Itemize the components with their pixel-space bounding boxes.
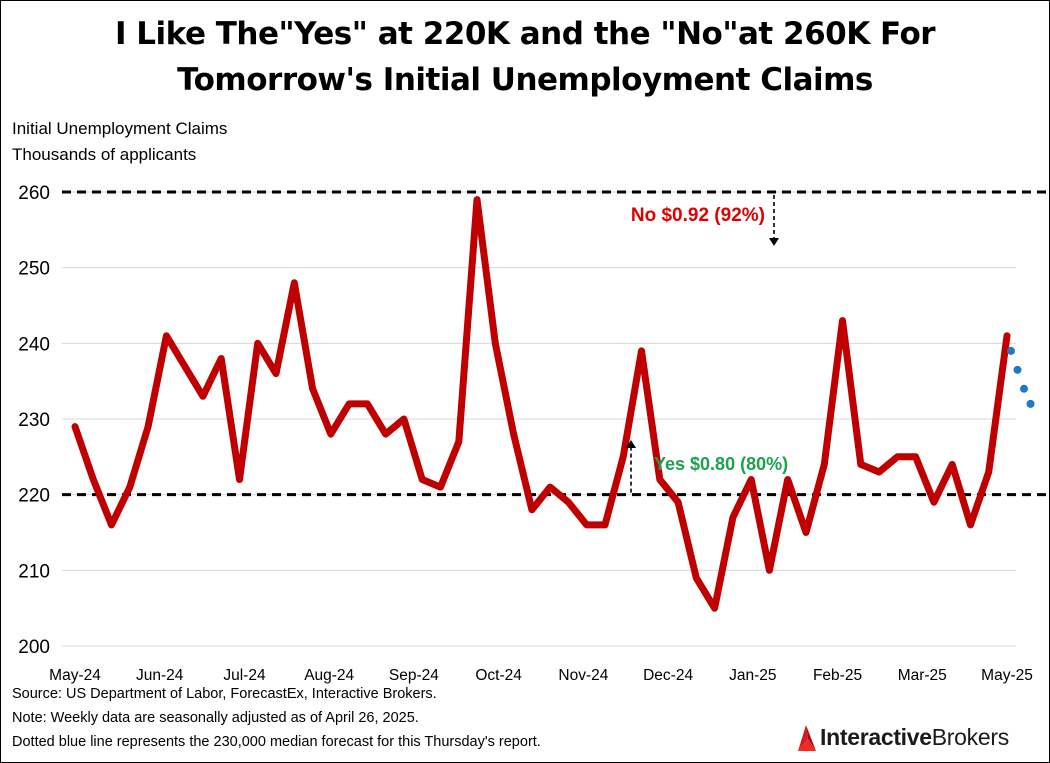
forecast-point (1013, 365, 1022, 374)
chart-subtitle-line-2: Thousands of applicants (12, 145, 197, 164)
x-axis-ticks: May-24 Jun-24 Jul-24 Aug-24 Sep-24 Oct-24 Nov-… (49, 667, 1033, 684)
y-axis-ticks: 200 210 220 230 240 250 260 (18, 183, 50, 658)
source-note: Source: US Department of Labor, Forecast… (12, 686, 437, 702)
forecast-point (1007, 346, 1015, 355)
y-tick-label: 210 (18, 561, 50, 582)
no-arrow-head (769, 238, 779, 246)
x-tick-label: Jun-24 (136, 667, 184, 684)
forecast-point (1026, 399, 1035, 408)
x-tick-label: Feb-25 (813, 667, 862, 684)
x-tick-label: Dec-24 (643, 667, 693, 684)
x-tick-label: Aug-24 (304, 667, 354, 684)
interactive-brokers-logo: InteractiveBrokers (796, 719, 1041, 759)
logo-part-brokers: Brokers (931, 724, 1009, 750)
y-tick-label: 260 (18, 183, 50, 204)
x-tick-label: Jul-24 (223, 667, 266, 684)
x-tick-label: Jan-25 (729, 667, 776, 684)
chart-title-line-2: Tomorrow's Initial Unemployment Claims (177, 62, 873, 98)
annotations-layer: No $0.92 (92%) Yes $0.80 (80%) (626, 195, 788, 493)
y-tick-label: 240 (18, 334, 50, 355)
y-tick-label: 230 (18, 410, 50, 431)
x-tick-label: Oct-24 (475, 667, 522, 684)
y-tick-label: 200 (18, 637, 50, 658)
yes-contract-label: Yes $0.80 (80%) (654, 454, 788, 474)
x-tick-label: Nov-24 (558, 667, 608, 684)
x-tick-label: Mar-25 (898, 667, 947, 684)
yes-arrow-head (626, 440, 636, 448)
data-note: Note: Weekly data are seasonally adjuste… (12, 710, 419, 726)
forecast-note: Dotted blue line represents the 230,000 … (12, 734, 541, 750)
y-tick-label: 250 (18, 259, 50, 280)
chart-title-line-1: I Like The"Yes" at 220K and the "No"at 2… (114, 16, 936, 52)
y-tick-label: 220 (18, 486, 50, 507)
x-tick-label: Sep-24 (389, 667, 439, 684)
series-line-claims (71, 196, 1011, 612)
no-contract-label: No $0.92 (92%) (631, 205, 765, 226)
logo-wordmark: InteractiveBrokers (820, 724, 1009, 751)
series-layer (71, 196, 1035, 612)
logo-part-interactive: Interactive (820, 724, 932, 750)
ib-logo-icon (798, 725, 816, 751)
grid-lines (62, 191, 1016, 647)
x-tick-label: May-25 (981, 667, 1033, 684)
x-tick-label: May-24 (49, 667, 101, 684)
chart-subtitle-line-1: Initial Unemployment Claims (12, 119, 228, 138)
forecast-point (1020, 384, 1028, 393)
